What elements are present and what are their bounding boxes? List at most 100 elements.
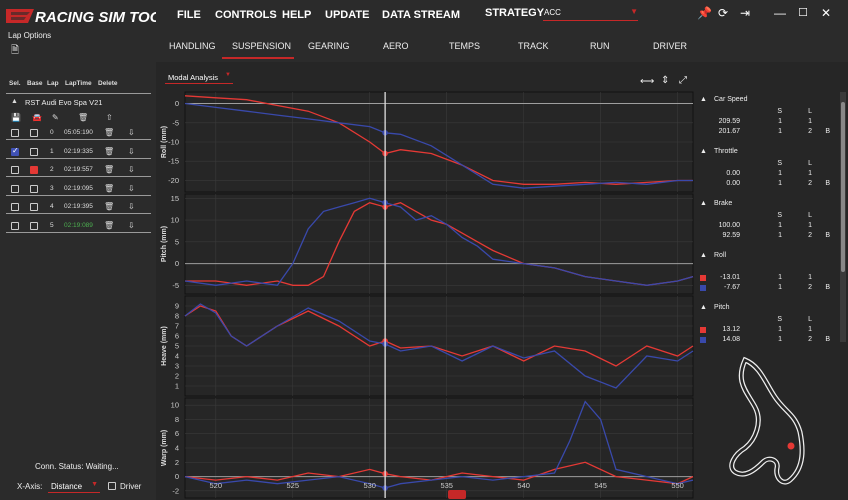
car-icon[interactable]: 🚘 bbox=[32, 113, 42, 122]
y-tick-label: -5 bbox=[172, 281, 179, 290]
tab-track[interactable]: TRACK bbox=[518, 41, 549, 51]
close-button[interactable]: ✕ bbox=[820, 6, 832, 20]
lap-row[interactable]: 0 05:05:190 🗑 ⇩ bbox=[6, 124, 151, 140]
y-axis-label: Warp (mm) bbox=[161, 430, 168, 466]
fit-height-icon[interactable]: ⇕ bbox=[661, 75, 670, 86]
lap-number: 4 bbox=[50, 203, 54, 211]
x-tick-label: 530 bbox=[363, 481, 376, 490]
lap-base-checkbox[interactable] bbox=[30, 129, 38, 137]
upload-icon[interactable]: ⇧ bbox=[106, 113, 113, 122]
save-icon[interactable]: 💾 bbox=[11, 113, 21, 122]
refresh-icon[interactable]: ⟳ bbox=[717, 6, 729, 20]
tab-aero[interactable]: AERO bbox=[383, 41, 409, 51]
app-logo: RACING SIM TOOLS bbox=[6, 9, 156, 26]
top-bar: RACING SIM TOOLS FILE CONTROLS HELP UPDA… bbox=[0, 0, 848, 30]
menu-update[interactable]: UPDATE bbox=[325, 9, 370, 21]
collapse-arrow-icon[interactable]: ▲ bbox=[700, 96, 707, 103]
lap-row[interactable]: ✓ 1 02:19:335 🗑 ⇩ bbox=[6, 143, 151, 159]
x-scroll-handle bbox=[448, 490, 466, 499]
file-icon[interactable]: 🗎 bbox=[11, 45, 20, 56]
y-tick-label: -15 bbox=[168, 157, 179, 166]
x-tick-label: 540 bbox=[517, 481, 530, 490]
collapse-arrow-icon[interactable]: ▲ bbox=[700, 252, 707, 259]
lap-select-checkbox[interactable] bbox=[11, 166, 19, 175]
tab-run[interactable]: RUN bbox=[590, 41, 610, 51]
scroll-thumb[interactable] bbox=[841, 102, 845, 272]
tab-handling[interactable]: HANDLING bbox=[169, 41, 216, 51]
minimize-button[interactable]: — bbox=[774, 6, 786, 20]
lap-row[interactable]: 4 02:19:395 🗑 ⇩ bbox=[6, 198, 151, 215]
lap-row[interactable]: 3 02:19:095 🗑 ⇩ bbox=[6, 180, 151, 196]
readout-scrollbar[interactable] bbox=[840, 92, 846, 342]
readout-s: 1 bbox=[778, 128, 782, 135]
lap-select-checkbox[interactable] bbox=[11, 184, 19, 193]
driver-checkbox[interactable] bbox=[108, 482, 116, 490]
lap-row[interactable]: 5 02:19:089 🗑 ⇩ bbox=[6, 217, 151, 233]
y-tick-label: -5 bbox=[172, 118, 179, 127]
download-icon[interactable]: ⇩ bbox=[128, 128, 135, 137]
maximize-button[interactable]: ☐ bbox=[798, 7, 808, 19]
pin-icon[interactable]: 📌 bbox=[697, 6, 712, 20]
lap-base-checkbox[interactable] bbox=[30, 184, 38, 193]
strategy-select[interactable]: ACC ▼ bbox=[543, 5, 638, 21]
y-tick-label: 2 bbox=[175, 458, 179, 467]
readout-value: 92.59 bbox=[722, 232, 740, 239]
tab-gearing[interactable]: GEARING bbox=[308, 41, 350, 51]
collapse-arrow-icon[interactable]: ▲ bbox=[700, 148, 707, 155]
tab-driver[interactable]: DRIVER bbox=[653, 41, 688, 51]
menu-help[interactable]: HELP bbox=[282, 9, 312, 21]
y-tick-label: 4 bbox=[175, 352, 179, 361]
lap-select-checkbox[interactable] bbox=[11, 203, 19, 212]
lap-select-checkbox[interactable] bbox=[11, 129, 19, 137]
download-icon[interactable]: ⇩ bbox=[128, 202, 135, 212]
download-icon[interactable]: ⇩ bbox=[128, 183, 135, 193]
x-tick-label: 535 bbox=[440, 481, 453, 490]
menu-file[interactable]: FILE bbox=[177, 9, 201, 21]
trash-icon[interactable]: 🗑 bbox=[104, 165, 115, 175]
strategy-value: ACC bbox=[544, 8, 561, 17]
readout-s: 1 bbox=[778, 222, 782, 229]
lap-base-checkbox[interactable] bbox=[30, 166, 38, 175]
trash-icon[interactable]: 🗑 bbox=[104, 183, 115, 193]
download-icon[interactable]: ⇩ bbox=[128, 221, 135, 230]
download-icon[interactable]: ⇩ bbox=[128, 146, 135, 156]
lap-number: 5 bbox=[50, 222, 54, 229]
trash-icon[interactable]: 🗑 bbox=[104, 221, 115, 230]
collapse-arrow-icon[interactable]: ▲ bbox=[700, 200, 707, 207]
readout-value: 0.00 bbox=[726, 170, 740, 177]
trash-icon[interactable]: 🗑 bbox=[104, 146, 115, 156]
lap-select-checkbox[interactable]: ✓ bbox=[11, 145, 19, 156]
y-tick-label: 0 bbox=[175, 99, 179, 108]
tab-suspension[interactable]: SUSPENSION bbox=[232, 41, 292, 51]
menu-controls[interactable]: CONTROLS bbox=[215, 9, 277, 21]
fit-width-icon[interactable]: ⟷ bbox=[640, 76, 655, 87]
y-tick-label: 5 bbox=[175, 237, 179, 246]
delete-all-icon[interactable]: 🗑 bbox=[78, 113, 89, 122]
collapse-arrow-icon[interactable]: ▲ bbox=[11, 98, 18, 105]
readout-col-s: S bbox=[777, 316, 782, 323]
active-tab-indicator bbox=[222, 57, 294, 59]
lap-select-checkbox[interactable] bbox=[11, 222, 19, 230]
tab-temps[interactable]: TEMPS bbox=[449, 41, 481, 51]
analysis-select[interactable]: Modal Analysis ▼ bbox=[165, 70, 233, 84]
collapse-arrow-icon[interactable]: ▲ bbox=[700, 304, 707, 311]
readout-l: 1 bbox=[808, 118, 812, 125]
conn-status: Conn. Status: Waiting... bbox=[35, 462, 119, 471]
trash-icon[interactable]: 🗑 bbox=[104, 128, 115, 137]
readout-l: 1 bbox=[808, 274, 812, 281]
y-tick-label: 4 bbox=[175, 444, 179, 453]
readout-l: 2 bbox=[808, 232, 812, 239]
trash-icon[interactable]: 🗑 bbox=[104, 202, 115, 212]
xaxis-select[interactable]: Distance ▼ bbox=[48, 479, 100, 493]
menu-data-stream[interactable]: DATA STREAM bbox=[382, 9, 461, 21]
lap-base-checkbox[interactable] bbox=[30, 203, 38, 212]
lap-base-checkbox[interactable] bbox=[30, 147, 38, 156]
download-icon[interactable]: ⇩ bbox=[128, 165, 135, 175]
readout-value: -13.01 bbox=[720, 274, 740, 281]
lap-row[interactable]: 2 02:19:557 🗑 ⇩ bbox=[6, 161, 151, 178]
lap-base-checkbox[interactable] bbox=[30, 222, 38, 230]
fullscreen-icon[interactable]: ⤢ bbox=[679, 75, 687, 86]
edit-icon[interactable]: ✎ bbox=[52, 113, 59, 122]
logout-icon[interactable]: ⇥ bbox=[739, 6, 751, 20]
